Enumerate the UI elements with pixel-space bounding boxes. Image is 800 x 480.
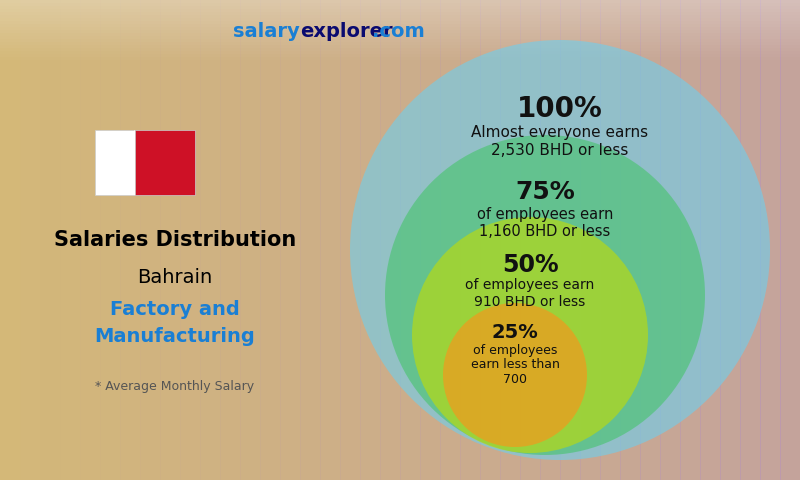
Bar: [280, 0, 301, 480]
Bar: [620, 0, 641, 480]
Bar: [60, 0, 81, 480]
Text: Almost everyone earns: Almost everyone earns: [471, 125, 649, 140]
Bar: [600, 0, 621, 480]
Bar: [360, 0, 381, 480]
Bar: [480, 0, 501, 480]
Polygon shape: [131, 187, 135, 195]
Text: explorer: explorer: [300, 22, 393, 41]
Bar: [500, 0, 521, 480]
Bar: [0, 12, 800, 15]
Text: of employees: of employees: [473, 344, 557, 357]
Circle shape: [443, 303, 587, 447]
Bar: [0, 0, 21, 480]
Bar: [100, 0, 121, 480]
Bar: [140, 0, 161, 480]
Bar: [640, 0, 661, 480]
Circle shape: [385, 135, 705, 455]
Bar: [740, 0, 761, 480]
Bar: [0, 0, 800, 3]
Bar: [0, 54, 800, 57]
Text: .com: .com: [372, 22, 425, 41]
Bar: [0, 3, 800, 6]
Text: of employees earn: of employees earn: [477, 207, 613, 222]
Bar: [160, 0, 181, 480]
Text: 700: 700: [503, 373, 527, 386]
Bar: [720, 0, 741, 480]
Text: 1,160 BHD or less: 1,160 BHD or less: [479, 224, 610, 239]
Bar: [20, 0, 41, 480]
Circle shape: [350, 40, 770, 460]
Text: 100%: 100%: [517, 95, 603, 123]
Bar: [0, 6, 800, 9]
Bar: [120, 0, 141, 480]
Text: 75%: 75%: [515, 180, 575, 204]
Text: 50%: 50%: [502, 253, 558, 277]
Bar: [400, 0, 421, 480]
Polygon shape: [131, 130, 135, 138]
Bar: [40, 0, 61, 480]
Polygon shape: [131, 179, 135, 187]
Bar: [0, 36, 800, 39]
Bar: [440, 0, 461, 480]
Bar: [95, 130, 135, 195]
Bar: [0, 30, 800, 33]
Bar: [380, 0, 401, 480]
Polygon shape: [131, 146, 135, 155]
Bar: [0, 9, 800, 12]
Bar: [135, 130, 195, 195]
Bar: [700, 0, 721, 480]
Bar: [560, 0, 581, 480]
Bar: [320, 0, 341, 480]
Text: Salaries Distribution: Salaries Distribution: [54, 230, 296, 250]
Bar: [0, 18, 800, 21]
Text: 25%: 25%: [492, 323, 538, 342]
Bar: [780, 0, 800, 480]
Bar: [240, 0, 261, 480]
Polygon shape: [131, 155, 135, 163]
Text: Factory and
Manufacturing: Factory and Manufacturing: [94, 300, 255, 346]
Bar: [0, 27, 800, 30]
Polygon shape: [131, 138, 135, 146]
Text: earn less than: earn less than: [470, 359, 559, 372]
Bar: [0, 21, 800, 24]
Bar: [760, 0, 781, 480]
Text: 910 BHD or less: 910 BHD or less: [474, 295, 586, 309]
Bar: [180, 0, 201, 480]
Bar: [0, 15, 800, 18]
Bar: [0, 48, 800, 51]
Bar: [80, 0, 101, 480]
Bar: [420, 0, 441, 480]
Bar: [260, 0, 281, 480]
Text: * Average Monthly Salary: * Average Monthly Salary: [95, 380, 254, 393]
Bar: [0, 39, 800, 42]
Text: Bahrain: Bahrain: [138, 268, 213, 287]
Bar: [0, 42, 800, 45]
Bar: [0, 45, 800, 48]
Bar: [460, 0, 481, 480]
Bar: [200, 0, 221, 480]
Circle shape: [412, 217, 648, 453]
Bar: [680, 0, 701, 480]
Bar: [220, 0, 241, 480]
Text: salary: salary: [234, 22, 300, 41]
Bar: [540, 0, 561, 480]
Bar: [0, 33, 800, 36]
Bar: [0, 51, 800, 54]
Polygon shape: [131, 170, 135, 179]
Bar: [0, 57, 800, 60]
Bar: [340, 0, 361, 480]
Bar: [660, 0, 681, 480]
Bar: [0, 24, 800, 27]
Bar: [520, 0, 541, 480]
Text: 2,530 BHD or less: 2,530 BHD or less: [491, 143, 629, 157]
Bar: [580, 0, 601, 480]
Text: of employees earn: of employees earn: [466, 278, 594, 292]
Bar: [300, 0, 321, 480]
Polygon shape: [131, 163, 135, 170]
